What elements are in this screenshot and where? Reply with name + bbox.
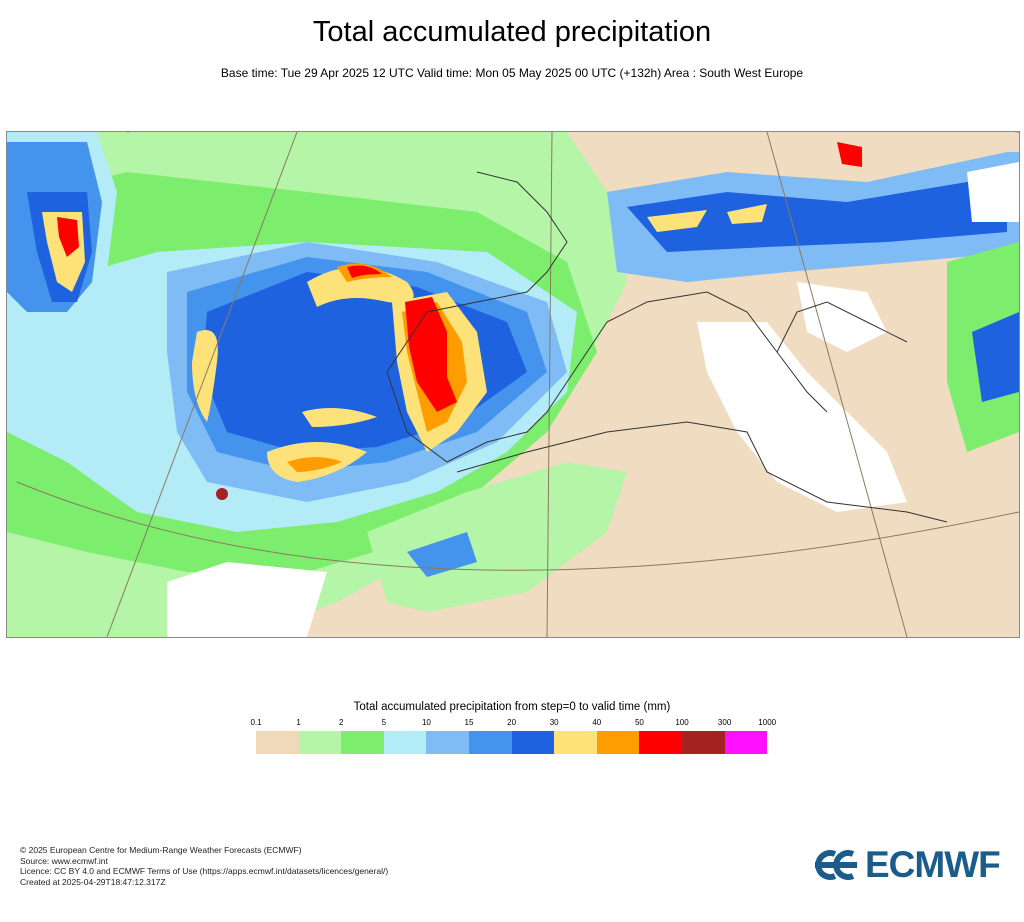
ecmwf-logo-icon xyxy=(815,850,857,880)
graticule-lon-west xyxy=(106,132,298,637)
graticule-lon-center xyxy=(546,132,553,637)
footer-licence: Licence: CC BY 4.0 and ECMWF Terms of Us… xyxy=(20,866,389,876)
legend-swatch xyxy=(383,731,427,754)
footer-copyright: © 2025 European Centre for Medium-Range … xyxy=(20,845,302,855)
alpine-extreme xyxy=(837,142,862,167)
legend-title: Total accumulated precipitation from ste… xyxy=(353,701,671,713)
legend-swatch xyxy=(724,731,768,754)
legend-tick: 5 xyxy=(381,718,387,727)
dry-region-southwest xyxy=(167,562,327,637)
legend-tick: 1 xyxy=(296,718,301,727)
alpine-heavy-2 xyxy=(727,204,767,224)
balkans-heavy xyxy=(972,312,1019,402)
legend-swatch xyxy=(426,731,469,754)
dry-region-adriatic xyxy=(797,282,887,352)
legend-tick: 10 xyxy=(421,718,431,727)
ecmwf-logo-text: ECMWF xyxy=(865,844,1001,885)
legend-tick: 50 xyxy=(634,718,644,727)
footer-credits: © 2025 European Centre for Medium-Range … xyxy=(20,845,388,887)
alpine-band-core xyxy=(627,182,1007,252)
atlantic-storm-core xyxy=(57,217,79,257)
legend-tick: 300 xyxy=(717,718,732,727)
legend-swatch xyxy=(554,731,597,754)
dry-region-east xyxy=(967,162,1019,222)
map-title: Total accumulated precipitation xyxy=(312,16,712,48)
north-africa-heavy xyxy=(407,532,477,577)
legend-swatch xyxy=(681,731,725,754)
ecmwf-logo: ECMWF xyxy=(813,844,1008,885)
heavy-band-south-core xyxy=(287,457,342,472)
legend-colorbar xyxy=(256,731,768,754)
legend-tick: 15 xyxy=(464,718,474,727)
legend-tick: 100 xyxy=(675,718,689,727)
legend-tick: 0.1 xyxy=(250,718,262,727)
north-africa-dry xyxy=(607,402,727,462)
graticule-lat-south xyxy=(16,481,1019,571)
legend-swatch xyxy=(298,731,342,754)
extreme-band-north xyxy=(347,265,382,278)
map-subtitle: Base time: Tue 29 Apr 2025 12 UTC Valid … xyxy=(220,66,804,80)
extreme-cell-azores xyxy=(216,488,228,500)
legend-tick: 30 xyxy=(549,718,559,727)
heavy-band-center xyxy=(302,408,377,427)
legend-swatch xyxy=(596,731,640,754)
legend-ticks: 0.1 1 2 5 10 15 20 30 40 50 100 300 1000 xyxy=(0,718,1024,730)
legend-swatch xyxy=(256,731,299,754)
legend-swatch xyxy=(639,731,682,754)
legend-swatch xyxy=(511,731,555,754)
footer-source: Source: www.ecmwf.int xyxy=(20,855,108,866)
alpine-heavy-1 xyxy=(647,210,707,232)
graticule xyxy=(16,132,1019,637)
coastlines xyxy=(386,171,948,523)
legend-tick: 2 xyxy=(338,718,344,727)
precipitation-map xyxy=(6,131,1020,638)
legend-swatch xyxy=(341,731,384,754)
legend-tick: 1000 xyxy=(758,718,777,727)
dry-region-italy xyxy=(697,322,907,512)
legend-tick: 40 xyxy=(592,718,602,727)
footer-created: Created at 2025-04-29T18:47:12.317Z xyxy=(20,876,166,887)
legend-swatch xyxy=(468,731,512,754)
legend-tick: 20 xyxy=(507,718,517,727)
